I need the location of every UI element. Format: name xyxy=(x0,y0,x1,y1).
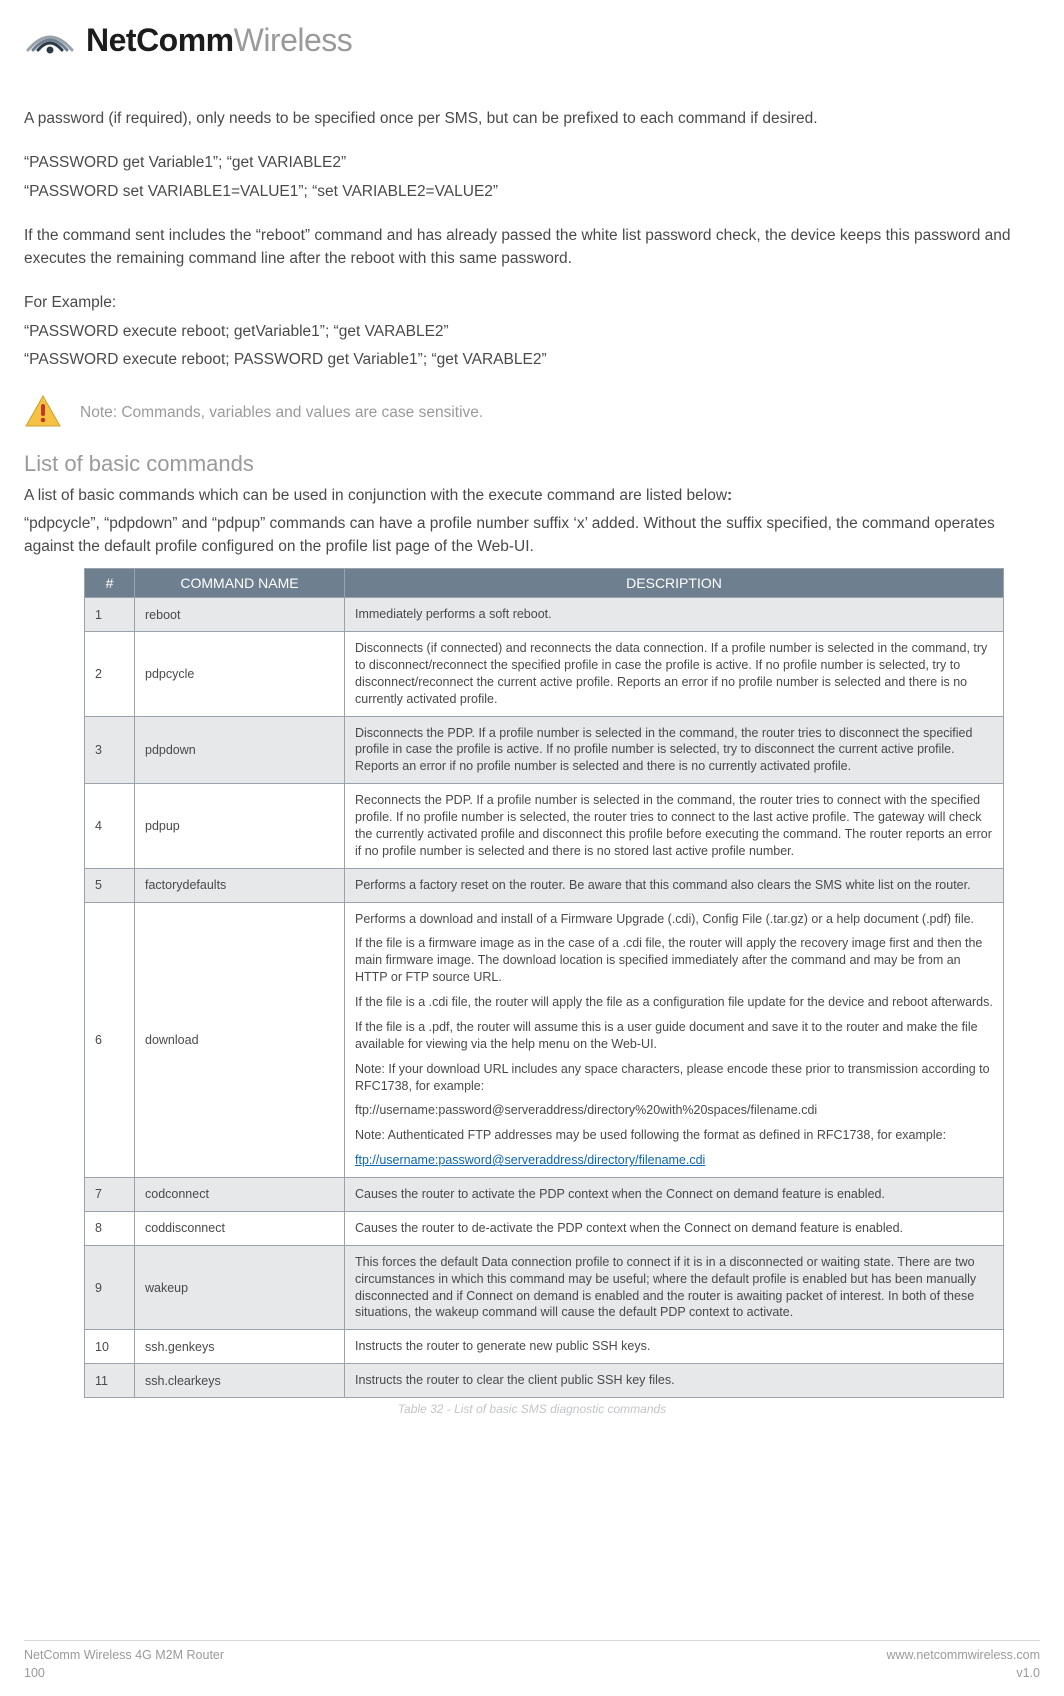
table-header-row: # COMMAND NAME DESCRIPTION xyxy=(85,569,1004,598)
table-row: 9wakeupThis forces the default Data conn… xyxy=(85,1245,1004,1330)
cell-description: Immediately performs a soft reboot. xyxy=(345,598,1004,632)
footer-site: www.netcommwireless.com xyxy=(886,1647,1040,1665)
intro-line-1-text: A list of basic commands which can be us… xyxy=(24,487,727,504)
cell-command-name: wakeup xyxy=(135,1245,345,1330)
table-row: 6download Performs a download and install… xyxy=(85,902,1004,1178)
description-paragraph: Reconnects the PDP. If a profile number … xyxy=(355,792,993,860)
footer-page-number: 100 xyxy=(24,1665,224,1683)
description-paragraph: Performs a download and install of a Fir… xyxy=(355,911,993,928)
table-row: 1reboot Immediately performs a soft reboo… xyxy=(85,598,1004,632)
page-footer: NetComm Wireless 4G M2M Router 100 www.n… xyxy=(24,1640,1040,1682)
description-paragraph: Note: If your download URL includes any … xyxy=(355,1061,993,1095)
section-heading: List of basic commands xyxy=(24,451,1040,477)
table-row: 2pdpcycleDisconnects (if connected) and … xyxy=(85,632,1004,717)
description-paragraph: If the file is a .cdi file, the router w… xyxy=(355,994,993,1011)
cell-description: Causes the router to de-activate the PDP… xyxy=(345,1211,1004,1245)
table-row: 11ssh.clearkeys Instructs the router to c… xyxy=(85,1364,1004,1398)
cell-description: This forces the default Data connection … xyxy=(345,1245,1004,1330)
cell-description: Performs a download and install of a Fir… xyxy=(345,902,1004,1178)
description-paragraph: Causes the router to activate the PDP co… xyxy=(355,1186,993,1203)
cell-description: Causes the router to activate the PDP co… xyxy=(345,1178,1004,1212)
description-paragraph: Instructs the router to clear the client… xyxy=(355,1372,993,1389)
example-get: “PASSWORD get Variable1”; “get VARIABLE2… xyxy=(24,152,1040,174)
ftp-link[interactable]: ftp://username:password@serveraddress/di… xyxy=(355,1153,705,1167)
cell-description: Performs a factory reset on the router. … xyxy=(345,868,1004,902)
cell-description: Instructs the router to clear the client… xyxy=(345,1364,1004,1398)
brand-logo: NetCommWireless xyxy=(24,20,1040,60)
col-header-number: # xyxy=(85,569,135,598)
cell-command-name: pdpcycle xyxy=(135,632,345,717)
description-paragraph: Note: Authenticated FTP addresses may be… xyxy=(355,1127,993,1144)
cell-number: 7 xyxy=(85,1178,135,1212)
cell-command-name: factorydefaults xyxy=(135,868,345,902)
warning-icon xyxy=(24,394,62,433)
cell-number: 4 xyxy=(85,784,135,869)
description-paragraph: Immediately performs a soft reboot. xyxy=(355,606,993,623)
description-paragraph: Performs a factory reset on the router. … xyxy=(355,877,993,894)
cell-number: 6 xyxy=(85,902,135,1178)
description-paragraph: ftp://username:password@serveraddress/di… xyxy=(355,1102,993,1119)
cell-command-name: ssh.clearkeys xyxy=(135,1364,345,1398)
table-row: 3pdpdownDisconnects the PDP. If a profil… xyxy=(85,716,1004,784)
cell-number: 8 xyxy=(85,1211,135,1245)
logo-text-bold: NetComm xyxy=(86,22,234,58)
cell-command-name: pdpup xyxy=(135,784,345,869)
cell-number: 9 xyxy=(85,1245,135,1330)
cell-number: 10 xyxy=(85,1330,135,1364)
example-set: “PASSWORD set VARIABLE1=VALUE1”; “set VA… xyxy=(24,181,1040,203)
description-paragraph: If the file is a .pdf, the router will a… xyxy=(355,1019,993,1053)
col-header-description: DESCRIPTION xyxy=(345,569,1004,598)
table-row: 8coddisconnect Causes the router to de-ac… xyxy=(85,1211,1004,1245)
paragraph-reboot-behavior: If the command sent includes the “reboot… xyxy=(24,225,1040,270)
cell-number: 5 xyxy=(85,868,135,902)
example-reboot-2: “PASSWORD execute reboot; PASSWORD get V… xyxy=(24,349,1040,371)
cell-description: Instructs the router to generate new pub… xyxy=(345,1330,1004,1364)
table-row: 4pdpupReconnects the PDP. If a profile n… xyxy=(85,784,1004,869)
table-row: 7codconnect Causes the router to activate… xyxy=(85,1178,1004,1212)
cell-number: 11 xyxy=(85,1364,135,1398)
cell-number: 1 xyxy=(85,598,135,632)
logo-mark-icon xyxy=(24,20,76,60)
cell-command-name: ssh.genkeys xyxy=(135,1330,345,1364)
description-paragraph: Instructs the router to generate new pub… xyxy=(355,1338,993,1355)
commands-table: # COMMAND NAME DESCRIPTION 1reboot Immedi… xyxy=(84,568,1004,1398)
cell-command-name: coddisconnect xyxy=(135,1211,345,1245)
description-paragraph: Disconnects (if connected) and reconnect… xyxy=(355,640,993,708)
col-header-name: COMMAND NAME xyxy=(135,569,345,598)
logo-text-light: Wireless xyxy=(234,22,353,58)
intro-line-2: “pdpcycle”, “pdpdown” and “pdpup” comman… xyxy=(24,513,1040,558)
logo-text: NetCommWireless xyxy=(86,22,352,59)
note-callout: Note: Commands, variables and values are… xyxy=(24,394,1040,433)
description-paragraph: Causes the router to de-activate the PDP… xyxy=(355,1220,993,1237)
for-example-label: For Example: xyxy=(24,292,1040,314)
cell-command-name: pdpdown xyxy=(135,716,345,784)
example-reboot-1: “PASSWORD execute reboot; getVariable1”;… xyxy=(24,321,1040,343)
cell-description: Disconnects (if connected) and reconnect… xyxy=(345,632,1004,717)
footer-product: NetComm Wireless 4G M2M Router xyxy=(24,1647,224,1665)
intro-line-1: A list of basic commands which can be us… xyxy=(24,485,1040,507)
paragraph-password-intro: A password (if required), only needs to … xyxy=(24,108,1040,130)
table-caption: Table 32 - List of basic SMS diagnostic … xyxy=(24,1402,1040,1416)
description-paragraph: ftp://username:password@serveraddress/di… xyxy=(355,1152,993,1169)
description-paragraph: Disconnects the PDP. If a profile number… xyxy=(355,725,993,776)
description-paragraph: If the file is a firmware image as in th… xyxy=(355,935,993,986)
footer-version: v1.0 xyxy=(886,1665,1040,1683)
cell-description: Reconnects the PDP. If a profile number … xyxy=(345,784,1004,869)
cell-number: 2 xyxy=(85,632,135,717)
cell-number: 3 xyxy=(85,716,135,784)
cell-description: Disconnects the PDP. If a profile number… xyxy=(345,716,1004,784)
table-row: 10ssh.genkeys Instructs the router to gen… xyxy=(85,1330,1004,1364)
cell-command-name: codconnect xyxy=(135,1178,345,1212)
table-row: 5factorydefaults Performs a factory reset… xyxy=(85,868,1004,902)
cell-command-name: reboot xyxy=(135,598,345,632)
note-text: Note: Commands, variables and values are… xyxy=(80,404,483,422)
description-paragraph: This forces the default Data connection … xyxy=(355,1254,993,1322)
cell-command-name: download xyxy=(135,902,345,1178)
